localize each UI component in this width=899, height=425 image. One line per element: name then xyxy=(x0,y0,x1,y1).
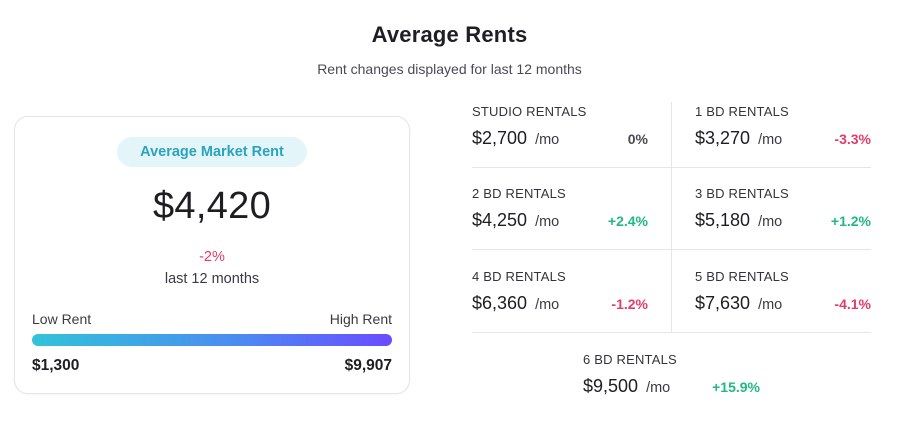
rental-change: +15.9% xyxy=(712,379,760,395)
rental-unit: /mo xyxy=(535,214,560,230)
rental-unit: /mo xyxy=(535,297,560,313)
rental-label: 1 BD RENTALS xyxy=(695,104,789,119)
rental-price: $3,270 xyxy=(695,128,751,148)
rental-cell-4bd: 4 BD RENTALS $6,360/mo -1.2% xyxy=(472,269,672,315)
high-rent-value: $9,907 xyxy=(344,357,392,374)
rental-label: 3 BD RENTALS xyxy=(695,186,789,201)
market-rent-change: -2% xyxy=(199,249,225,265)
rental-price: $7,630 xyxy=(695,293,751,313)
rental-change: -4.1% xyxy=(834,296,871,312)
rental-change: +1.2% xyxy=(830,213,871,229)
grid-divider xyxy=(472,167,871,168)
rent-range-bar xyxy=(32,334,392,346)
rental-label: 4 BD RENTALS xyxy=(472,269,566,284)
market-rent-badge: Average Market Rent xyxy=(117,137,307,167)
average-market-rent-card: Average Market Rent $4,420 -2% last 12 m… xyxy=(14,116,410,394)
high-rent-label: High Rent xyxy=(329,311,392,327)
rental-change: +2.4% xyxy=(607,213,648,229)
rental-unit: /mo xyxy=(758,297,783,313)
rental-label: 5 BD RENTALS xyxy=(695,269,789,284)
rental-cell-2bd: 2 BD RENTALS $4,250/mo +2.4% xyxy=(472,186,672,232)
rental-cell-3bd: 3 BD RENTALS $5,180/mo +1.2% xyxy=(695,186,895,232)
market-rent-period: last 12 months xyxy=(164,271,260,287)
rental-label: 2 BD RENTALS xyxy=(472,186,566,201)
rental-unit: /mo xyxy=(646,380,671,396)
rental-cell-5bd: 5 BD RENTALS $7,630/mo -4.1% xyxy=(695,269,895,315)
grid-divider-vertical xyxy=(671,102,672,332)
rental-price: $5,180 xyxy=(695,210,751,230)
rental-unit: /mo xyxy=(758,214,783,230)
rental-label: 6 BD RENTALS xyxy=(583,352,677,367)
grid-divider xyxy=(472,332,871,333)
rental-price: $9,500 xyxy=(583,376,639,396)
page-title: Average Rents xyxy=(371,22,528,47)
rental-label: STUDIO RENTALS xyxy=(472,104,587,119)
rental-cell-studio: STUDIO RENTALS $2,700/mo 0% xyxy=(472,104,672,150)
rental-cell-6bd: 6 BD RENTALS $9,500/mo +15.9% xyxy=(583,352,783,398)
page-subtitle: Rent changes displayed for last 12 month… xyxy=(317,61,582,77)
low-rent-label: Low Rent xyxy=(32,311,92,327)
rental-price: $6,360 xyxy=(472,293,528,313)
page-header: Average Rents Rent changes displayed for… xyxy=(0,22,899,77)
rental-unit: /mo xyxy=(535,132,560,148)
rental-price: $2,700 xyxy=(472,128,528,148)
grid-divider xyxy=(472,249,871,250)
low-rent-value: $1,300 xyxy=(32,357,80,374)
rental-change: -1.2% xyxy=(611,296,648,312)
rental-unit: /mo xyxy=(758,132,783,148)
rental-change: 0% xyxy=(627,131,648,147)
rental-cell-1bd: 1 BD RENTALS $3,270/mo -3.3% xyxy=(695,104,895,150)
rental-change: -3.3% xyxy=(834,131,871,147)
rental-price: $4,250 xyxy=(472,210,528,230)
market-rent-value: $4,420 xyxy=(152,185,272,227)
